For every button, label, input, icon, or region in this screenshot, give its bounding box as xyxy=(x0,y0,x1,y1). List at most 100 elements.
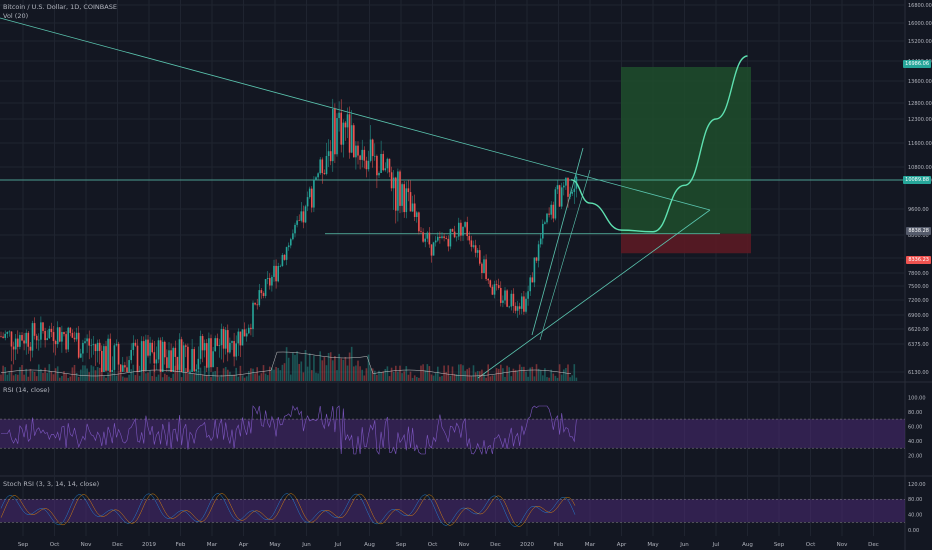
time-axis-label: Sep xyxy=(18,542,29,548)
candle-body xyxy=(174,347,177,357)
volume-bar xyxy=(361,369,363,381)
volume-bar xyxy=(468,367,471,381)
candle-body xyxy=(86,338,88,342)
candle-body xyxy=(77,332,80,358)
candle-body xyxy=(143,341,145,371)
candle-body xyxy=(180,339,183,372)
volume-bar xyxy=(33,371,36,381)
price-tick-label: 16800.00 xyxy=(908,3,932,9)
candle-body xyxy=(88,338,90,346)
volume-bar xyxy=(2,365,4,381)
candle-body xyxy=(80,353,82,358)
time-axis-label: Mar xyxy=(585,542,596,548)
candle-body xyxy=(516,306,519,311)
volume-bar xyxy=(38,364,40,381)
time-axis-label: Sep xyxy=(396,542,407,548)
candle-body xyxy=(323,173,326,174)
candle-body xyxy=(218,345,221,346)
volume-bar xyxy=(449,375,452,381)
candle-body xyxy=(214,338,216,352)
volume-bar xyxy=(161,377,164,381)
volume-bar xyxy=(403,371,405,381)
volume-bar xyxy=(63,371,65,381)
volume-bar xyxy=(44,367,46,381)
volume-bar xyxy=(453,373,456,381)
time-axis-label: May xyxy=(269,542,281,548)
candle-body xyxy=(25,332,27,344)
candle-body xyxy=(67,327,69,350)
candle-body xyxy=(248,327,250,334)
volume-bar xyxy=(122,376,124,381)
volume-bar xyxy=(252,368,254,381)
candle-body xyxy=(277,266,279,282)
volume-bar xyxy=(422,364,424,381)
candle-body xyxy=(262,293,265,296)
candle-body xyxy=(237,331,240,344)
candle-body xyxy=(571,191,573,194)
candle-body xyxy=(122,365,124,372)
candle-body xyxy=(140,341,143,372)
time-axis-label: Oct xyxy=(50,542,60,548)
volume-bar xyxy=(344,356,347,381)
volume-bar xyxy=(388,376,391,381)
candle-body xyxy=(363,149,366,161)
volume-bar xyxy=(416,377,418,381)
candle-body xyxy=(296,220,298,225)
volume-bar xyxy=(113,372,116,381)
rsi-tick-label: 60.00 xyxy=(908,424,922,430)
candle-body xyxy=(491,286,494,295)
volume-bar xyxy=(447,365,450,381)
candle-body xyxy=(374,155,376,157)
time-axis-label: Nov xyxy=(459,542,470,548)
volume-bar xyxy=(17,374,19,381)
volume-bar xyxy=(29,368,32,381)
volume-bar xyxy=(258,375,261,381)
candle-body xyxy=(33,323,36,336)
volume-bar xyxy=(294,354,296,381)
candle-body xyxy=(10,331,13,347)
candle-body xyxy=(229,342,231,353)
volume-bar xyxy=(65,373,67,381)
volume-bar xyxy=(516,371,519,381)
candle-body xyxy=(306,197,309,207)
candle-body xyxy=(90,345,93,346)
stoch-k-line xyxy=(0,493,576,527)
candle-body xyxy=(485,259,487,279)
volume-bar xyxy=(428,366,431,381)
candle-body xyxy=(506,290,508,307)
volume-bar xyxy=(8,371,11,381)
volume-bar xyxy=(126,377,128,381)
candle-body xyxy=(428,232,431,245)
candle-body xyxy=(166,357,168,368)
volume-bar xyxy=(483,374,485,381)
candle-body xyxy=(203,343,206,351)
volume-bar xyxy=(155,376,158,381)
volume-bar xyxy=(61,375,63,381)
candle-body xyxy=(340,112,342,145)
candle-body xyxy=(241,329,244,346)
candle-body xyxy=(35,335,38,341)
volume-bar xyxy=(256,367,258,381)
price-tick-label: 6375.00 xyxy=(908,342,929,348)
candle-body xyxy=(285,247,288,260)
steep-trendline-2 xyxy=(539,169,591,341)
candle-body xyxy=(560,187,563,207)
price-tick-label: 12300.00 xyxy=(908,117,932,123)
volume-bar xyxy=(86,368,88,381)
volume-bar xyxy=(340,358,342,381)
candle-body xyxy=(441,236,443,239)
candle-body xyxy=(69,327,72,333)
volume-bar xyxy=(164,373,166,381)
candle-body xyxy=(432,242,435,256)
candle-body xyxy=(376,155,378,176)
candle-body xyxy=(111,369,114,372)
price-tick-label: 7800.00 xyxy=(908,271,929,277)
projection-curve xyxy=(570,55,748,233)
volume-bar xyxy=(109,367,111,381)
volume-bar xyxy=(531,366,534,381)
volume-bar xyxy=(212,371,214,381)
volume-bar xyxy=(166,374,168,381)
candle-body xyxy=(172,347,174,372)
rsi-tick-label: 100.00 xyxy=(908,395,926,401)
